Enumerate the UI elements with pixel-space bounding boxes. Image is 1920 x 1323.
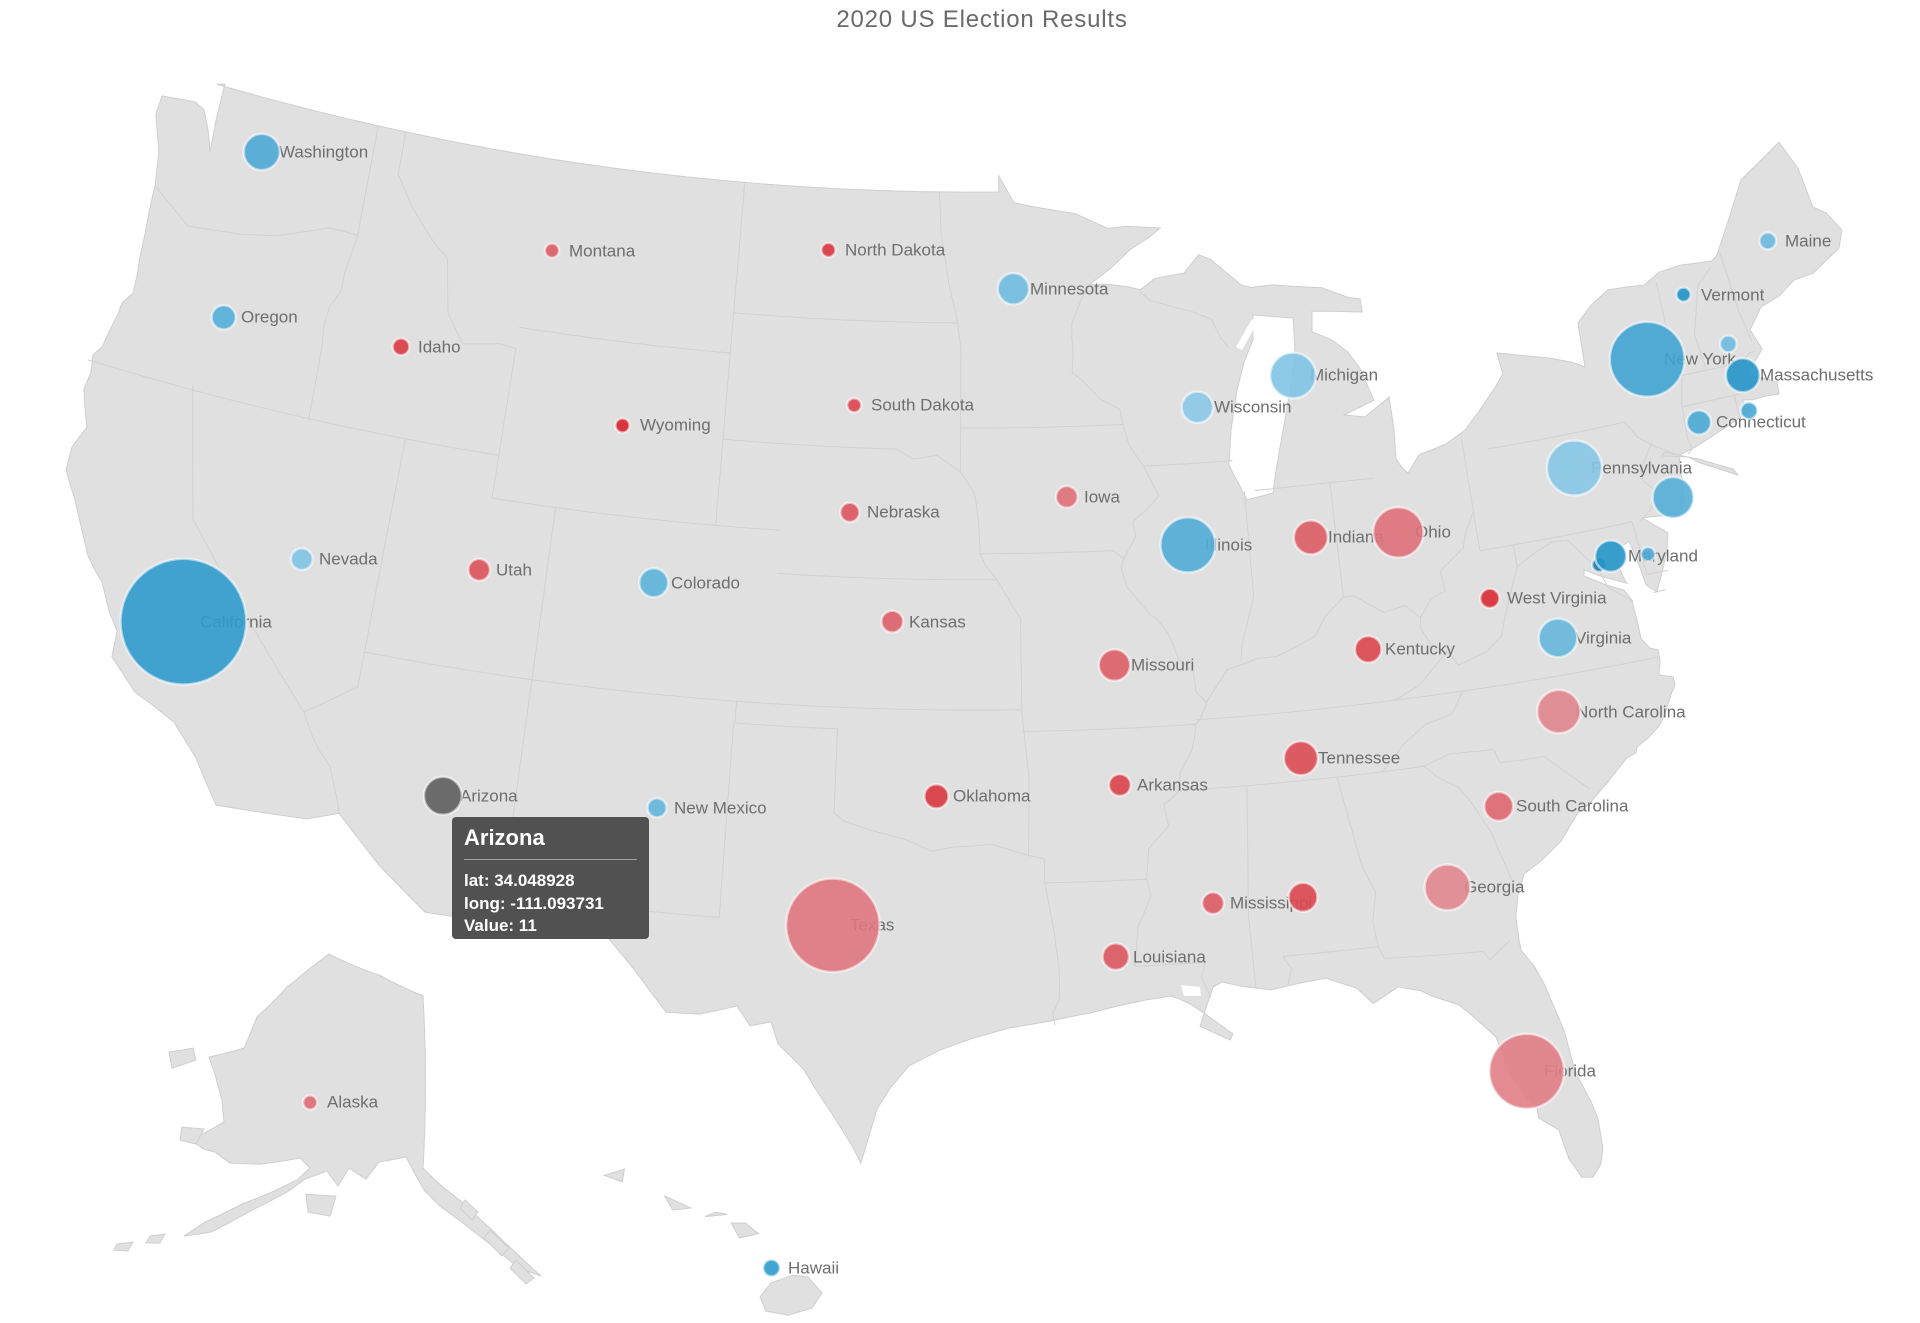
- svg-text:Colorado: Colorado: [671, 574, 740, 593]
- svg-text:New Mexico: New Mexico: [674, 799, 767, 818]
- svg-text:South Dakota: South Dakota: [871, 396, 975, 415]
- svg-text:Kentucky: Kentucky: [1385, 640, 1455, 659]
- svg-text:Indiana: Indiana: [1328, 528, 1384, 547]
- svg-text:Oregon: Oregon: [241, 308, 298, 327]
- svg-text:Wyoming: Wyoming: [640, 416, 711, 435]
- svg-text:Arkansas: Arkansas: [1137, 776, 1208, 795]
- svg-text:Hawaii: Hawaii: [788, 1259, 839, 1278]
- svg-text:Washington: Washington: [279, 143, 368, 162]
- svg-text:Virginia: Virginia: [1575, 629, 1632, 648]
- svg-text:Montana: Montana: [569, 242, 636, 261]
- svg-text:Maine: Maine: [1785, 232, 1831, 251]
- svg-text:South Carolina: South Carolina: [1516, 797, 1629, 816]
- svg-text:2020 US Election Results: 2020 US Election Results: [836, 6, 1127, 33]
- svg-text:Connecticut: Connecticut: [1716, 413, 1806, 432]
- svg-text:Iowa: Iowa: [1084, 488, 1120, 507]
- svg-text:Massachusetts: Massachusetts: [1760, 366, 1873, 385]
- svg-text:North Dakota: North Dakota: [845, 241, 946, 260]
- svg-text:Georgia: Georgia: [1464, 878, 1525, 897]
- svg-text:Louisiana: Louisiana: [1133, 948, 1206, 967]
- svg-text:Alaska: Alaska: [327, 1093, 379, 1112]
- svg-text:Michigan: Michigan: [1310, 366, 1378, 385]
- svg-text:Nebraska: Nebraska: [867, 503, 940, 522]
- svg-text:Vermont: Vermont: [1701, 286, 1765, 305]
- svg-text:Maryland: Maryland: [1628, 547, 1698, 566]
- svg-text:Idaho: Idaho: [418, 338, 461, 357]
- svg-text:Wisconsin: Wisconsin: [1214, 398, 1291, 417]
- svg-text:Illinois: Illinois: [1205, 536, 1252, 555]
- svg-text:Minnesota: Minnesota: [1030, 280, 1109, 299]
- svg-text:Oklahoma: Oklahoma: [953, 787, 1031, 806]
- svg-text:Tennessee: Tennessee: [1318, 749, 1400, 768]
- svg-text:West Virginia: West Virginia: [1507, 589, 1607, 608]
- svg-text:Kansas: Kansas: [909, 613, 966, 632]
- svg-text:North Carolina: North Carolina: [1576, 703, 1686, 722]
- svg-text:Missouri: Missouri: [1131, 656, 1194, 675]
- svg-text:Pennsylvania: Pennsylvania: [1591, 459, 1693, 478]
- svg-text:Arizona: Arizona: [460, 787, 518, 806]
- svg-text:Utah: Utah: [496, 561, 532, 580]
- svg-text:Nevada: Nevada: [319, 550, 378, 569]
